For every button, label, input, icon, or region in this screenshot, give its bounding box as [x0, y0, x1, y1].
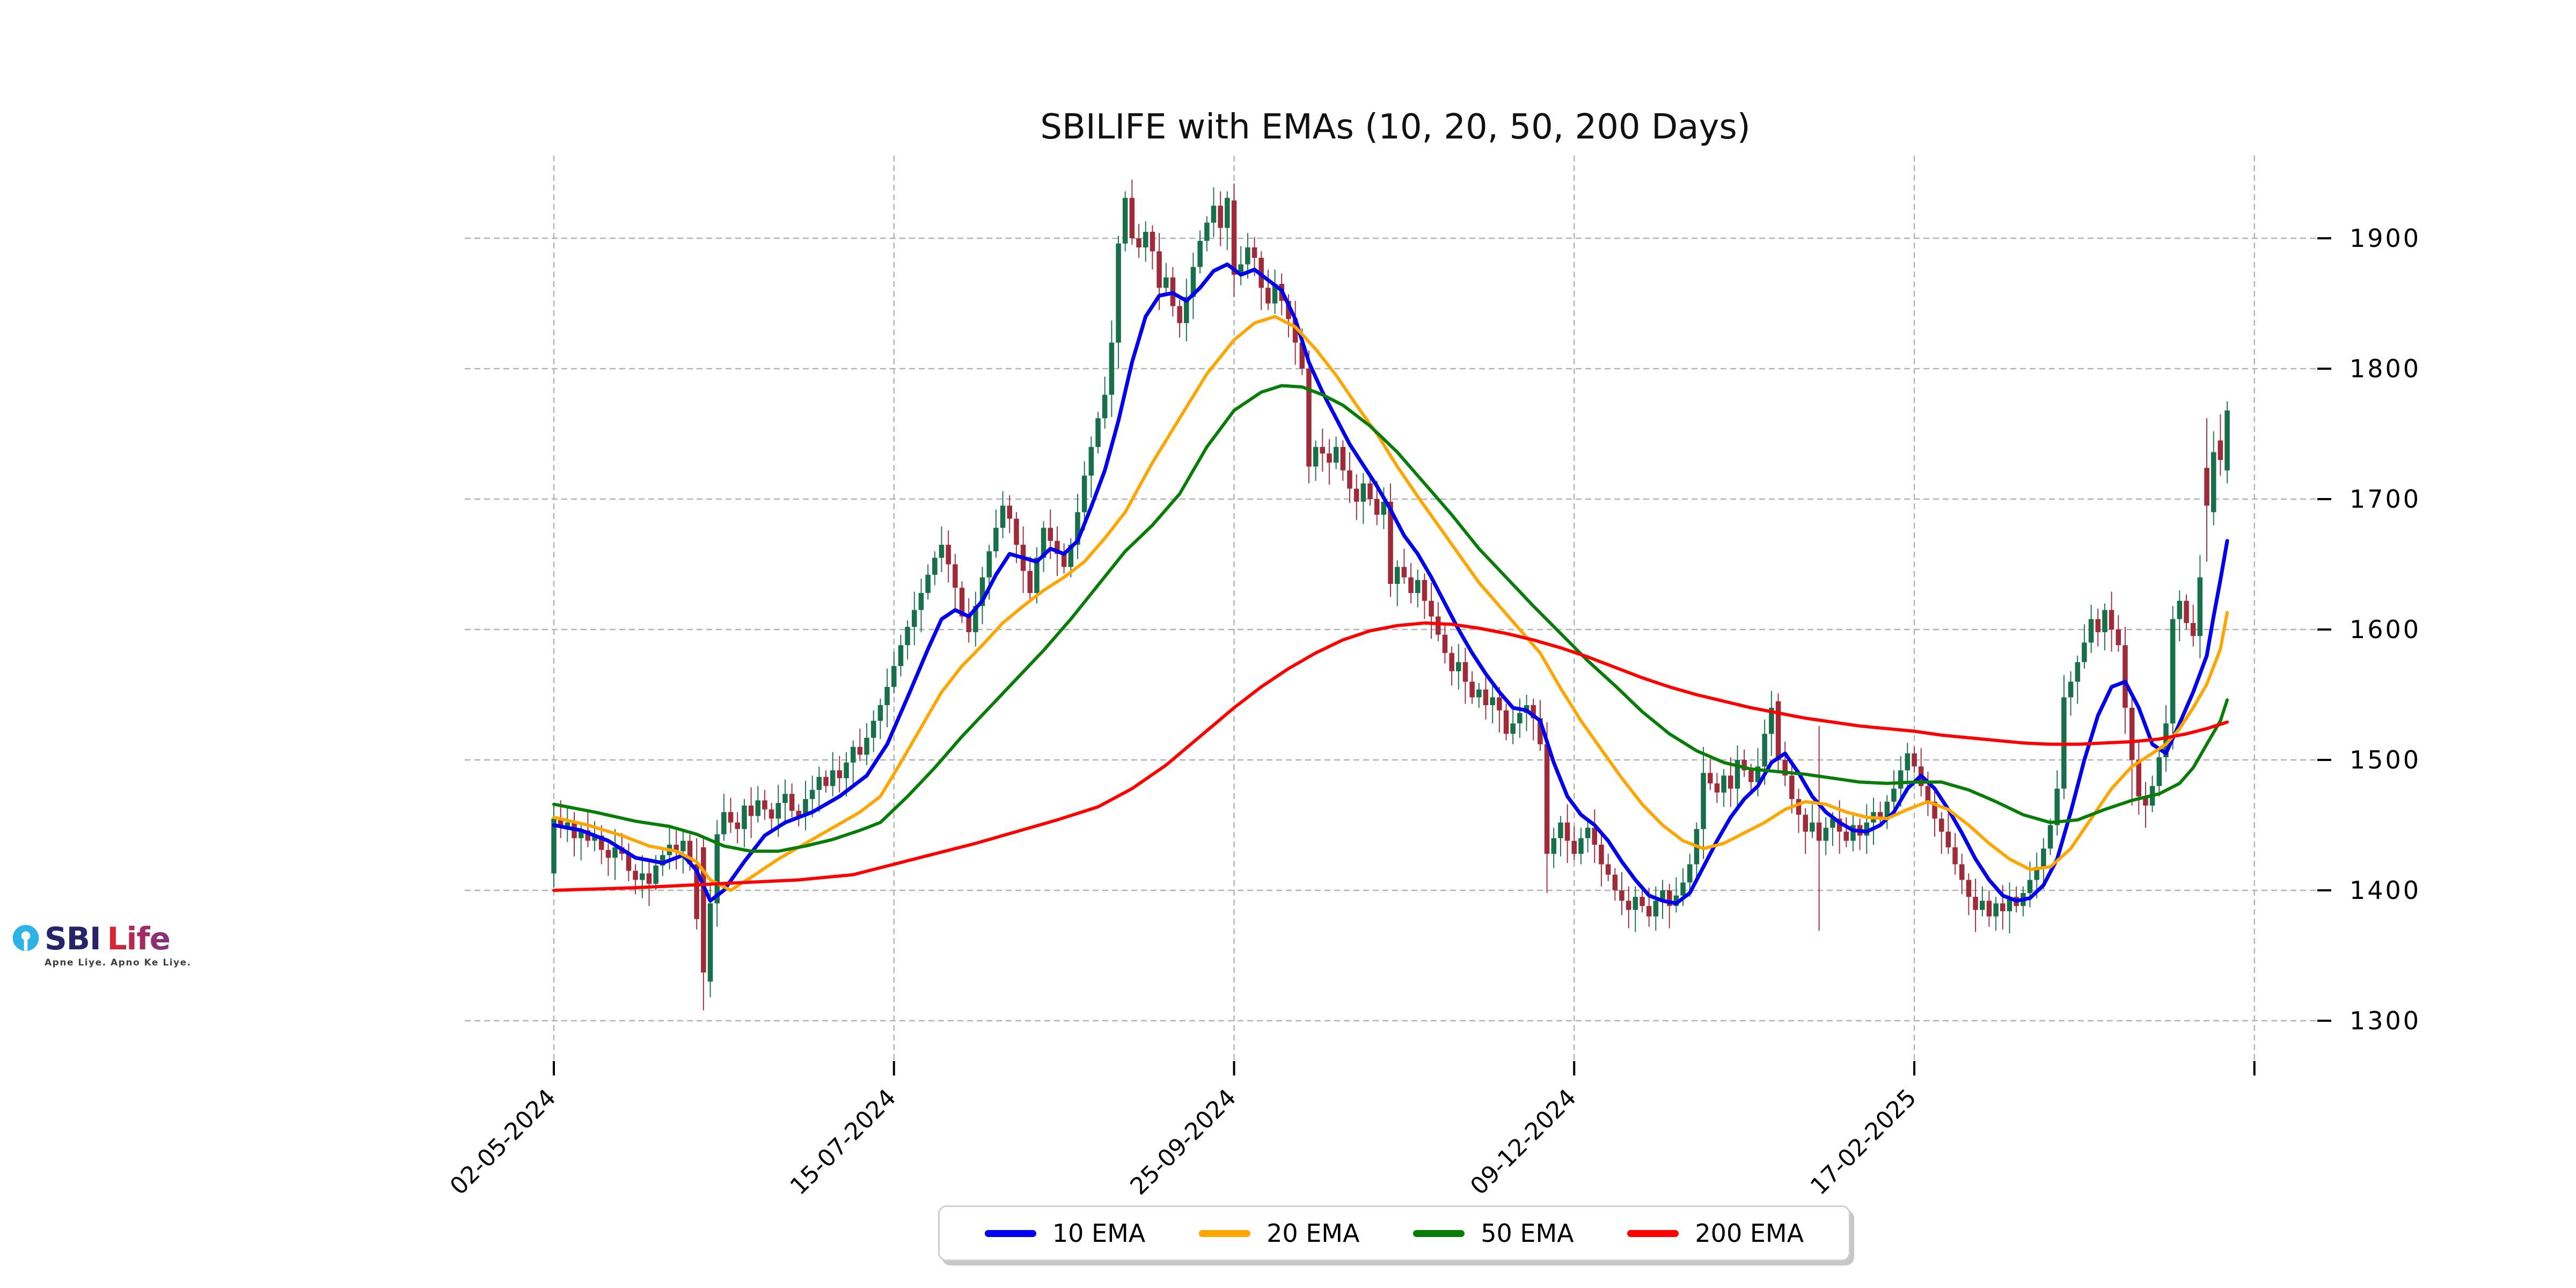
gridlines: [465, 156, 2316, 1061]
ema200-line-swatch-icon: [1627, 1230, 1679, 1237]
legend: 10 EMA 20 EMA 50 EMA 200 EMA: [938, 1205, 1850, 1261]
ema20-line: [552, 314, 2229, 892]
y-tick-label: 1300: [2350, 1006, 2421, 1035]
chart-title: SBILIFE with EMAs (10, 20, 50, 200 Days): [1040, 107, 1751, 147]
x-tick-label: 17-02-2025: [1805, 1084, 1922, 1201]
legend-item-20ema: 20 EMA: [1199, 1219, 1359, 1248]
ema50-line: [552, 384, 2229, 853]
candlesticks: [551, 179, 2230, 1011]
down-candle-wicks: [560, 179, 2221, 1011]
legend-item-10ema: 10 EMA: [984, 1219, 1146, 1248]
ema200-line: [552, 621, 2229, 892]
sbi-emblem-icon: [12, 925, 39, 952]
ema10-line-swatch-icon: [984, 1230, 1036, 1237]
y-tick-label: 1800: [2350, 354, 2421, 383]
sbi-life-logo: SBI Life Apne Liye. Apno Ke Liye.: [12, 923, 192, 968]
y-tick-label: 1400: [2350, 876, 2421, 905]
y-axis: 1300 1400 1500 1600 1700 1800 1900: [2317, 224, 2421, 1035]
legend-label-20ema: 20 EMA: [1267, 1219, 1360, 1248]
y-tick-label: 1600: [2350, 615, 2421, 644]
legend-label-10ema: 10 EMA: [1052, 1219, 1146, 1248]
legend-item-200ema: 200 EMA: [1627, 1219, 1804, 1248]
x-tick-label: 02-05-2024: [445, 1084, 561, 1201]
logo-sbi-text: SBI: [45, 920, 101, 957]
x-tick-label: 15-07-2024: [785, 1084, 902, 1201]
x-tick-label: 25-09-2024: [1125, 1084, 1241, 1201]
ema50-line-swatch-icon: [1413, 1230, 1465, 1237]
y-tick-label: 1700: [2350, 485, 2421, 514]
x-axis: 02-05-2024 15-07-2024 25-09-2024 09-12-2024…: [445, 1061, 2256, 1201]
legend-item-50ema: 50 EMA: [1413, 1219, 1574, 1248]
logo-tagline: Apne Liye. Apno Ke Liye.: [45, 957, 192, 968]
y-tick-label: 1900: [2350, 224, 2421, 253]
logo-wordmark: SBI Life: [45, 923, 192, 954]
y-tick-label: 1500: [2350, 745, 2421, 774]
down-candle-bodies: [558, 197, 2223, 973]
legend-label-50ema: 50 EMA: [1481, 1219, 1574, 1248]
legend-label-200ema: 200 EMA: [1695, 1219, 1804, 1248]
ema20-line-swatch-icon: [1199, 1230, 1251, 1237]
logo-life-text: Life: [107, 920, 171, 957]
x-tick-label: 09-12-2024: [1465, 1084, 1582, 1201]
